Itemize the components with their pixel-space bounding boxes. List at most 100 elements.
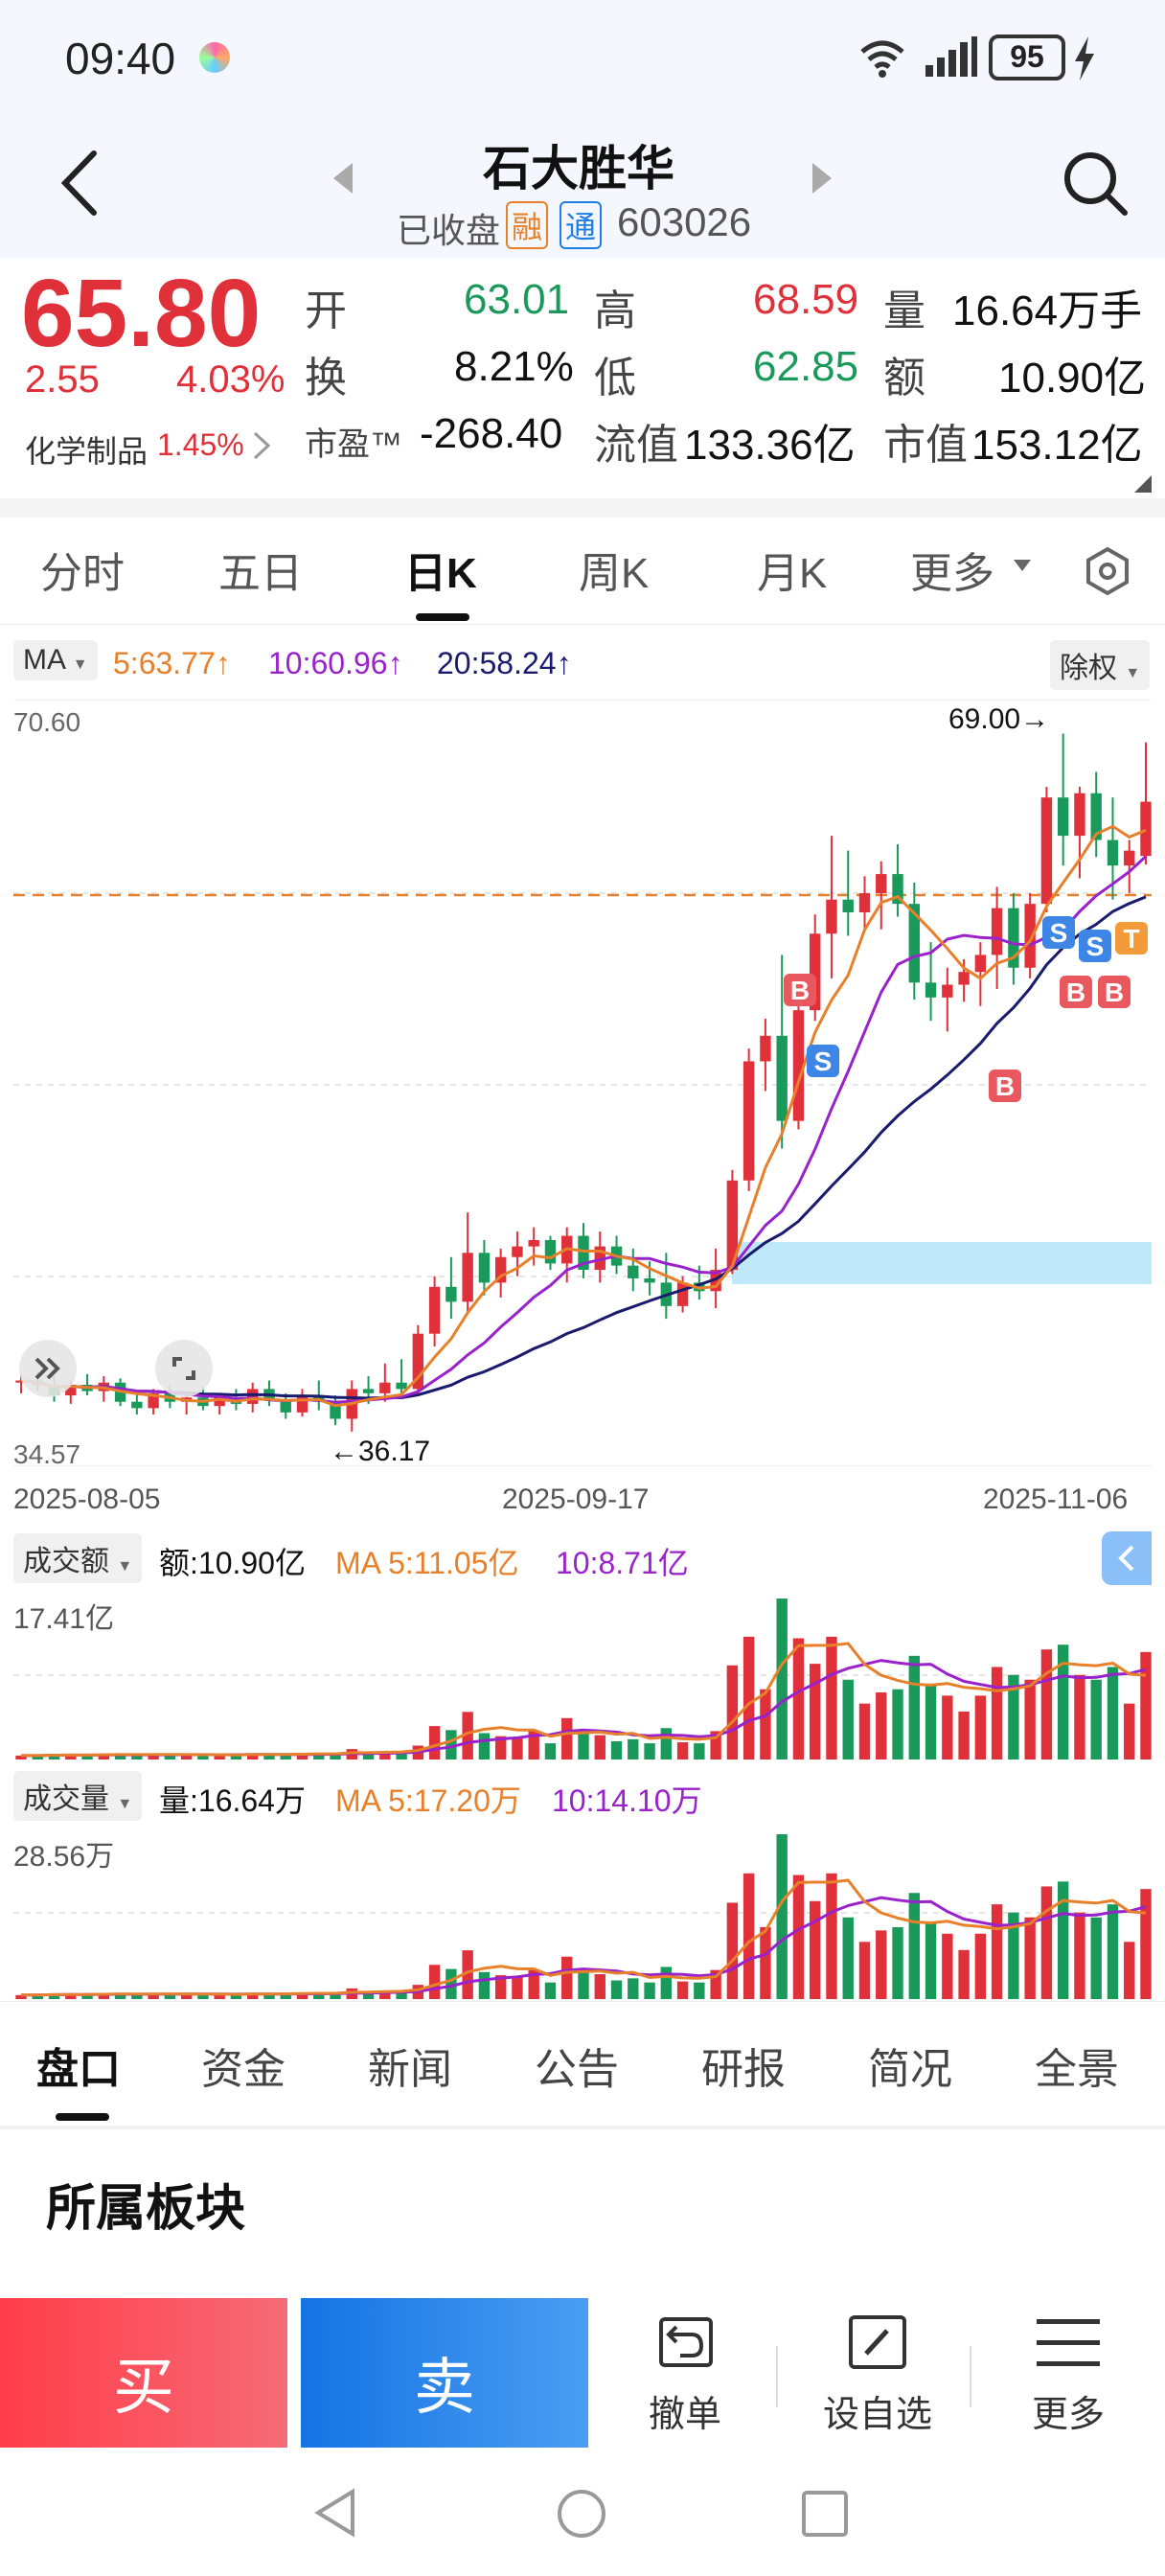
sector-change[interactable]: 1.45% xyxy=(157,427,244,462)
sell-marker[interactable] xyxy=(1079,930,1111,962)
nav-recents-icon[interactable] xyxy=(801,2490,849,2538)
amount-chart[interactable] xyxy=(0,1591,1165,1760)
volume-indicator-select[interactable]: 成交量 ▼ xyxy=(13,1771,143,1821)
tab-research[interactable]: 研报 xyxy=(701,2046,786,2093)
tab-daily-k[interactable]: 日K xyxy=(404,550,477,597)
chevron-right-icon[interactable] xyxy=(253,431,270,460)
buy-marker[interactable] xyxy=(1060,976,1092,1008)
volume-bar xyxy=(925,1684,937,1760)
next-stock-icon[interactable] xyxy=(811,161,834,196)
dropdown-arrow-icon[interactable] xyxy=(1014,560,1031,571)
volume-indicator-label: 成交量 xyxy=(23,1783,109,1815)
volume-bar xyxy=(65,1755,77,1760)
back-icon[interactable] xyxy=(56,150,103,217)
candle xyxy=(974,954,987,973)
tab-funds[interactable]: 资金 xyxy=(201,2046,286,2093)
amount-indicator-select[interactable]: 成交额 ▼ xyxy=(13,1533,143,1583)
candle xyxy=(858,893,871,913)
sell-button[interactable]: 卖 xyxy=(301,2298,588,2448)
volume-bar xyxy=(313,1992,325,1999)
volume-bar xyxy=(942,1695,953,1760)
tab-overview[interactable]: 全景 xyxy=(1035,2046,1119,2093)
buy-button[interactable]: 买 xyxy=(0,2298,287,2448)
collapse-side-button[interactable] xyxy=(1102,1531,1152,1585)
sector-name[interactable]: 化学制品 xyxy=(25,434,148,469)
volume-bar xyxy=(810,1900,821,1999)
status-time: 09:40 xyxy=(65,34,176,83)
volume-bar xyxy=(858,1703,871,1760)
volume-value: 16.64万手 xyxy=(952,288,1143,334)
volume-chart[interactable] xyxy=(0,1827,1165,1999)
expand-corner-icon[interactable] xyxy=(1134,475,1152,493)
tab-profile[interactable]: 简况 xyxy=(868,2046,952,2093)
volume-bar xyxy=(148,1754,159,1760)
volume-bar xyxy=(1024,1917,1036,1999)
buy-marker[interactable] xyxy=(784,974,816,1006)
volume-bar xyxy=(528,1969,539,1999)
candle xyxy=(991,908,1003,955)
volume-bar xyxy=(974,1933,987,1999)
volume-bar xyxy=(32,1755,43,1760)
kline-chart[interactable]: B S B S S B B T xyxy=(0,700,1165,1466)
candle xyxy=(892,874,903,905)
tab-monthly-k[interactable]: 月K xyxy=(757,550,828,597)
buy-marker[interactable] xyxy=(1098,976,1131,1008)
y-axis-bottom: 34.57 xyxy=(13,1439,81,1469)
tab-intraday[interactable]: 分时 xyxy=(40,550,125,597)
volume-bar xyxy=(379,1990,391,1999)
tab-five-day[interactable]: 五日 xyxy=(218,550,303,597)
nav-home-icon[interactable] xyxy=(556,2488,607,2540)
prev-stock-icon[interactable] xyxy=(331,161,354,196)
sell-marker[interactable] xyxy=(807,1045,839,1077)
candle xyxy=(1024,904,1036,968)
nav-back-icon[interactable] xyxy=(314,2488,356,2538)
volume-bar xyxy=(247,1753,259,1760)
candle xyxy=(760,1035,771,1062)
pe-label: 市盈™ xyxy=(305,426,402,463)
candle xyxy=(362,1389,375,1393)
volume-bar xyxy=(263,1754,275,1760)
volume-bar xyxy=(528,1731,539,1760)
volume-bar xyxy=(826,1636,837,1760)
t-marker[interactable] xyxy=(1115,922,1148,954)
volume-bar xyxy=(660,1728,673,1760)
amount-value: 10.90亿 xyxy=(998,355,1147,402)
expand-panel-button[interactable] xyxy=(19,1340,77,1397)
candle xyxy=(412,1333,424,1390)
tab-news[interactable]: 新闻 xyxy=(368,2046,452,2093)
volume-bar xyxy=(676,1742,689,1760)
volume-bar xyxy=(578,1733,589,1760)
volume-bar xyxy=(842,1679,854,1760)
candle xyxy=(792,1010,805,1121)
volume-bars-group xyxy=(15,1834,1152,1999)
more-button[interactable]: 更多 xyxy=(996,2300,1140,2444)
volume-bar xyxy=(214,1755,225,1760)
candle xyxy=(594,1246,605,1271)
app-notification-icon xyxy=(199,42,230,73)
open-value: 63.01 xyxy=(464,276,570,323)
fullscreen-button[interactable] xyxy=(155,1340,213,1397)
tab-announcements[interactable]: 公告 xyxy=(535,2046,619,2093)
volume-bar xyxy=(842,1917,854,1999)
buy-marker[interactable] xyxy=(989,1070,1021,1102)
volume-bar xyxy=(1074,1912,1085,1999)
candle xyxy=(148,1392,159,1409)
cancel-order-button[interactable]: 撤单 xyxy=(613,2300,757,2444)
indicator-select[interactable]: MA ▼ xyxy=(13,640,98,680)
tab-more[interactable]: 更多 xyxy=(910,550,994,597)
sell-marker[interactable] xyxy=(1042,916,1075,949)
tab-order-book[interactable]: 盘口 xyxy=(36,2046,121,2093)
date-start: 2025-08-05 xyxy=(13,1484,161,1515)
volume-bar xyxy=(726,1665,739,1760)
volume-y-max: 28.56万 xyxy=(13,1841,115,1873)
adjust-select[interactable]: 除权 ▼ xyxy=(1050,640,1151,690)
volume-bar xyxy=(164,1993,176,1999)
search-icon[interactable] xyxy=(1062,150,1129,217)
date-mid: 2025-09-17 xyxy=(502,1484,650,1515)
volume-bar xyxy=(313,1753,325,1760)
add-watchlist-button[interactable]: 设自选 xyxy=(801,2300,954,2444)
volume-bar xyxy=(1074,1674,1085,1760)
chart-settings-icon[interactable] xyxy=(1083,546,1132,596)
volume-bar xyxy=(296,1754,308,1760)
tab-weekly-k[interactable]: 周K xyxy=(579,550,650,597)
